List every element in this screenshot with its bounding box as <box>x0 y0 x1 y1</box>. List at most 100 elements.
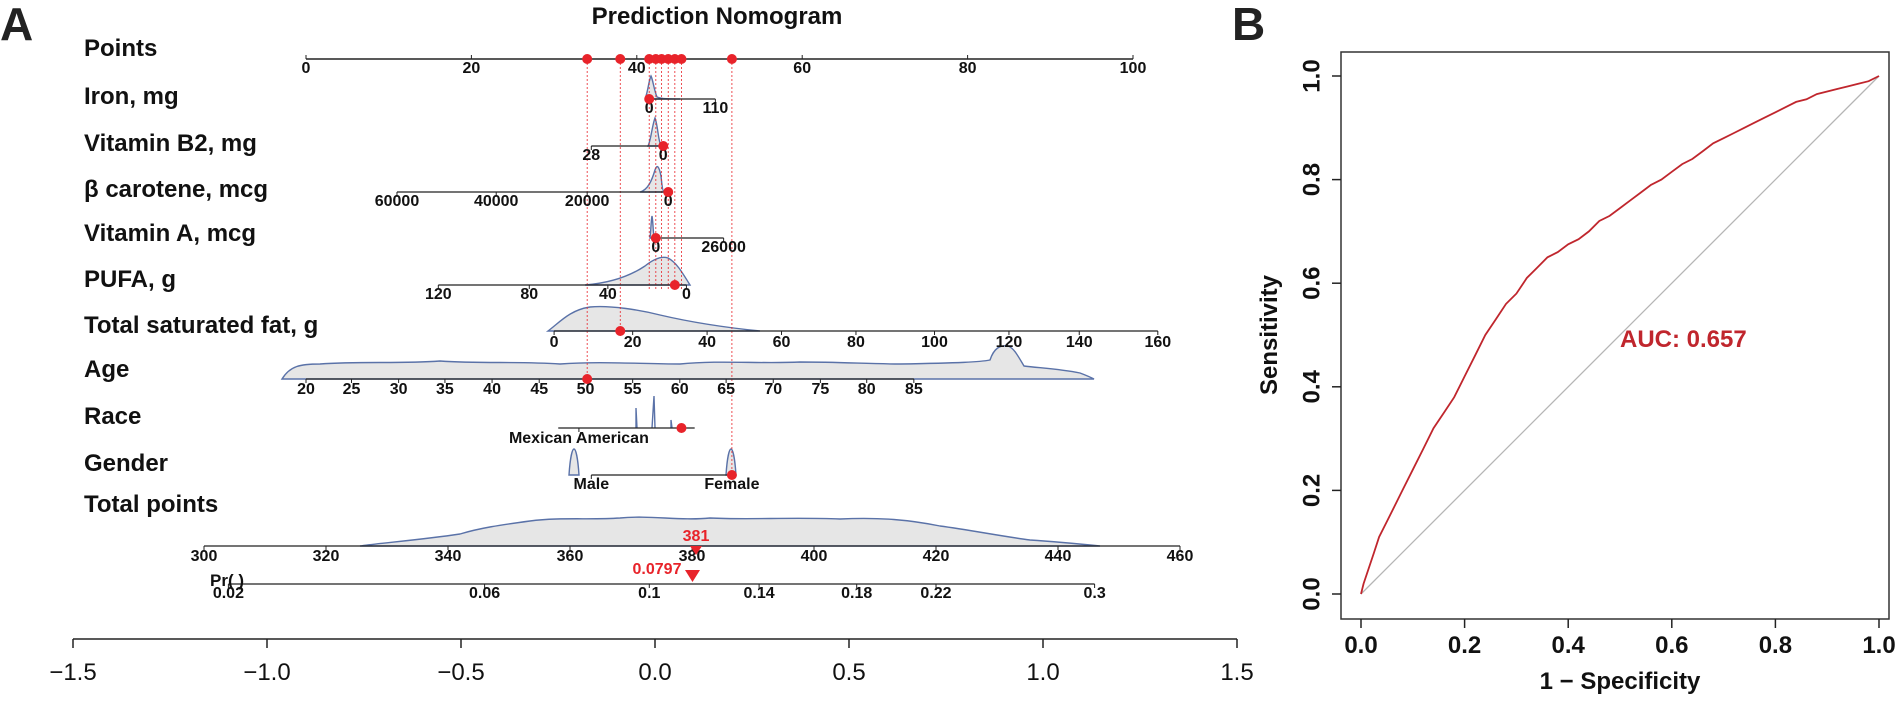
probability-tick-label: 0.06 <box>469 585 500 602</box>
variable-marker-dot <box>650 233 661 243</box>
variable-tick-label: 85 <box>905 381 923 398</box>
variable-tick-label: 420 <box>923 548 950 565</box>
roc-x-tick-label: 0.8 <box>1759 632 1792 659</box>
variable-tick-label: 60000 <box>375 193 420 210</box>
variable-label: Vitamin B2, mg <box>84 130 257 157</box>
variable-label: PUFA, g <box>84 266 176 293</box>
points-marker-dot <box>582 54 593 64</box>
variable-marker-dot <box>663 187 674 197</box>
roc-panel: 0.0 0.2 0.4 0.6 0.8 1.0 0.0 0.2 0.4 0.6 0.8 1.0 AUC… <box>1256 51 1896 695</box>
variable-tick-label: 400 <box>801 548 828 565</box>
nomogram-title: Prediction Nomogram <box>592 3 843 30</box>
variable-tick-label: 50 <box>577 381 595 398</box>
points-marker-dot <box>676 54 687 64</box>
bottom-axis-tick-label: 0.5 <box>832 659 865 686</box>
roc-y-tick-label: 0.4 <box>1298 369 1325 403</box>
density-vitamin-b2 <box>646 116 663 147</box>
variable-tick-label: 160 <box>1144 334 1171 351</box>
bottom-axis-tick-label: 0.0 <box>638 659 671 686</box>
points-tick-label: 0 <box>302 60 311 77</box>
bottom-axis-tick-label: −0.5 <box>437 659 484 686</box>
variable-label: Age <box>84 356 129 383</box>
variable-tick-label: 320 <box>313 548 340 565</box>
points-tick-label: 80 <box>959 60 977 77</box>
density-gender-male <box>568 448 580 476</box>
probability-tick-label: 0.3 <box>1083 585 1105 602</box>
density-race <box>635 395 673 429</box>
probability-tick-label: 0.02 <box>213 585 244 602</box>
variable-tick-label: 340 <box>435 548 462 565</box>
probability-tick-label: 0.18 <box>841 585 872 602</box>
variable-label: Iron, mg <box>84 83 179 110</box>
total-points-marker-triangle <box>690 546 702 555</box>
variable-marker-dot <box>644 94 655 104</box>
probability-tick-label: 0.22 <box>920 585 951 602</box>
variable-tick-label: 0 <box>645 100 654 117</box>
variable-marker-dot <box>726 470 737 480</box>
roc-y-tick-label: 0.2 <box>1298 474 1325 507</box>
roc-x-tick-label: 0.2 <box>1448 632 1481 659</box>
roc-axes: 0.0 0.2 0.4 0.6 0.8 1.0 0.0 0.2 0.4 0.6 0.8 1.0 <box>1298 59 1895 659</box>
variable-tick-label: 300 <box>191 548 218 565</box>
probability-marker-label: 0.0797 <box>633 561 682 578</box>
bottom-axis-tick-label: −1.5 <box>49 659 96 686</box>
roc-x-tick-label: 0.0 <box>1344 632 1377 659</box>
nomogram-panel: Prediction Nomogram 0 20 40 60 80 100 0 110 28 0 6… <box>49 3 1253 686</box>
roc-auc-annotation: AUC: 0.657 <box>1620 326 1747 353</box>
variable-tick-label: 120 <box>425 286 452 303</box>
roc-y-tick-label: 0.8 <box>1298 163 1325 196</box>
nomogram-markers <box>582 54 737 480</box>
density-vitamin-a <box>649 215 655 239</box>
variable-tick-label: 120 <box>996 334 1023 351</box>
variable-tick-label: 26000 <box>701 239 746 256</box>
points-marker-dot <box>615 54 626 64</box>
variable-label: Total points <box>84 491 218 518</box>
roc-x-tick-label: 1.0 <box>1862 632 1895 659</box>
probability-marker-triangle <box>685 570 700 582</box>
panel-label-b: B <box>1232 0 1265 50</box>
variable-tick-label: 460 <box>1167 548 1194 565</box>
nomogram-variable-labels: Points Iron, mg Vitamin B2, mg β carotene, … <box>84 35 318 518</box>
points-tick-label: 60 <box>793 60 811 77</box>
total-points-marker-label: 381 <box>683 528 710 545</box>
variable-label: β carotene, mcg <box>84 176 268 203</box>
variable-tick-label: 80 <box>847 334 865 351</box>
variable-tick-label: 65 <box>717 381 735 398</box>
density-gender-female <box>725 448 737 476</box>
variable-tick-label: 360 <box>557 548 584 565</box>
variable-tick-label: 25 <box>343 381 361 398</box>
roc-diagonal <box>1360 75 1880 595</box>
variable-tick-label: 20000 <box>565 193 610 210</box>
variable-tick-label: 80 <box>858 381 876 398</box>
variable-tick-label: 45 <box>530 381 548 398</box>
variable-tick-label: 100 <box>921 334 948 351</box>
roc-y-axis-label: Sensitivity <box>1256 274 1283 395</box>
variable-tick-label: 0 <box>659 147 668 164</box>
probability-scale-label: Pr( ) <box>210 571 244 590</box>
variable-marker-dot <box>615 326 626 336</box>
density-beta-carotene <box>639 165 665 193</box>
bottom-axis-tick-label: −1.0 <box>243 659 290 686</box>
variable-tick-label: 40 <box>698 334 716 351</box>
variable-tick-label: 55 <box>624 381 642 398</box>
variable-tick-label: 40 <box>599 286 617 303</box>
density-pufa <box>584 256 692 286</box>
variable-tick-label: 20 <box>297 381 315 398</box>
bottom-axis: −1.5 −1.0 −0.5 0.0 0.5 1.0 1.5 <box>49 638 1254 686</box>
roc-x-tick-label: 0.4 <box>1552 632 1586 659</box>
panel-label-a: A <box>0 0 33 50</box>
roc-plot-frame <box>1340 51 1890 620</box>
variable-tick-label: 60 <box>773 334 791 351</box>
variable-tick-label: 380 <box>679 548 706 565</box>
points-marker-dot <box>726 54 737 64</box>
variable-tick-label: 0 <box>682 286 691 303</box>
density-sat-fat <box>545 305 761 332</box>
points-tick-label: 100 <box>1120 60 1147 77</box>
roc-x-tick-label: 0.6 <box>1655 632 1688 659</box>
variable-tick-label: 0 <box>651 239 660 256</box>
variable-tick-label: 35 <box>436 381 454 398</box>
variable-tick-label: 30 <box>390 381 408 398</box>
